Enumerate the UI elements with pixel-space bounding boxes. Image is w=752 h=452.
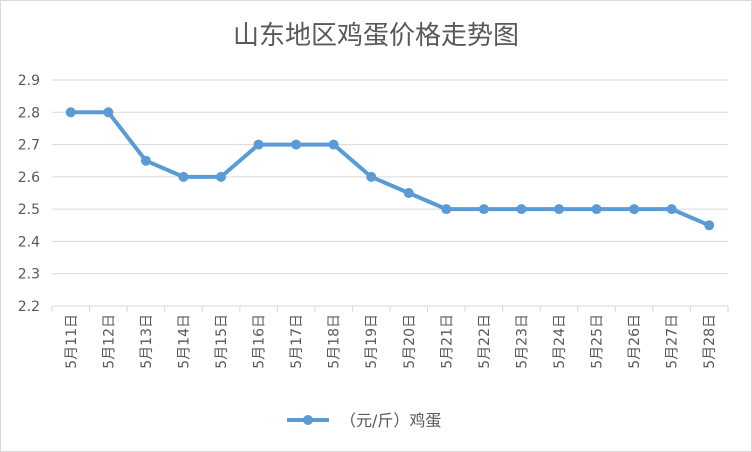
x-tick-label: 5月26日 [627, 314, 643, 369]
x-tick-label: 5月16日 [252, 314, 268, 369]
data-point [65, 107, 76, 118]
data-point [216, 171, 226, 182]
y-tick-label: 2.4 [18, 234, 40, 250]
data-point [103, 107, 114, 118]
data-point [591, 204, 602, 215]
data-point [366, 171, 377, 182]
data-point [629, 204, 640, 215]
chart-title: 山东地区鸡蛋价格走势图 [233, 21, 519, 51]
series-eggs [65, 107, 715, 231]
y-tick-label: 2.3 [18, 267, 40, 283]
x-axis-tick-labels: 5月11日 5月12日 5月13日 5月14日 5月15日 5月16日 5月17日 5月18日… [64, 314, 718, 369]
y-tick-label: 2.9 [18, 73, 40, 89]
y-tick-label: 2.7 [18, 138, 40, 154]
legend-label: （元/斤）鸡蛋 [340, 411, 441, 430]
data-point [554, 204, 564, 215]
x-tick-label: 5月14日 [176, 314, 192, 369]
series-line [68, 110, 712, 228]
y-tick-label: 2.6 [18, 170, 40, 186]
y-tick-label: 2.8 [18, 105, 40, 121]
data-point [441, 204, 452, 215]
y-tick-label: 2.2 [18, 299, 40, 315]
x-tick-label: 5月20日 [402, 314, 418, 369]
data-point [403, 188, 414, 198]
x-tick-label: 5月27日 [665, 314, 681, 369]
x-tick-label: 5月25日 [590, 314, 606, 369]
data-point [178, 171, 189, 182]
data-point [291, 139, 302, 150]
x-tick-label: 5月17日 [289, 314, 305, 369]
x-tick-label: 5月11日 [64, 314, 80, 369]
x-tick-label: 5月28日 [702, 314, 718, 369]
legend: （元/斤）鸡蛋 [287, 411, 441, 430]
x-tick-label: 5月15日 [214, 314, 230, 369]
data-point [253, 139, 264, 150]
x-tick-label: 5月22日 [477, 314, 493, 369]
x-tick-label: 5月21日 [439, 314, 455, 369]
y-axis-tick-labels: 2.2 2.3 2.4 2.5 2.6 2.7 2.8 2.9 [18, 73, 40, 315]
gridlines [51, 79, 729, 312]
x-tick-label: 5月23日 [514, 314, 530, 369]
x-tick-label: 5月24日 [552, 314, 568, 369]
x-tick-label: 5月13日 [139, 314, 155, 369]
x-tick-label: 5月19日 [364, 314, 380, 369]
y-tick-label: 2.5 [18, 202, 40, 218]
legend-point-marker [303, 415, 313, 425]
data-point [516, 204, 527, 215]
data-point [328, 139, 339, 150]
data-point [704, 220, 715, 231]
data-point [140, 155, 151, 166]
x-tick-label: 5月18日 [327, 314, 343, 369]
data-point [666, 204, 677, 215]
data-point [478, 204, 489, 215]
x-tick-label: 5月12日 [101, 314, 117, 369]
